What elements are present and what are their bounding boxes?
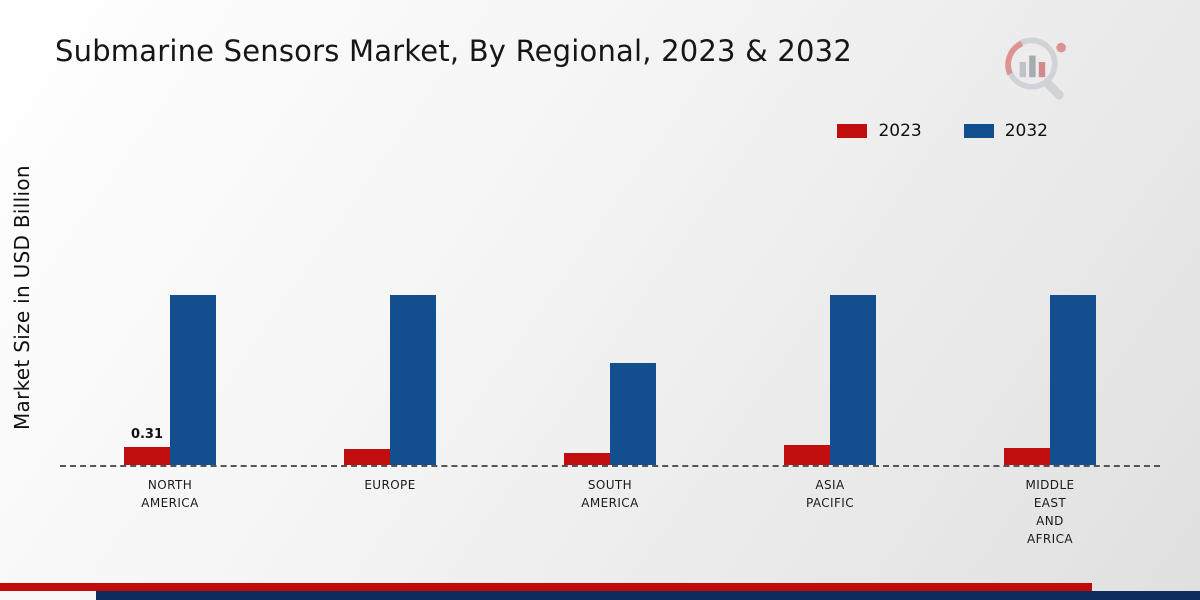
legend-item-2032: 2032 xyxy=(963,121,1048,141)
bar-2023-north-america xyxy=(124,447,170,465)
legend-swatch-2023-icon xyxy=(837,124,868,138)
bar-2032-south-america xyxy=(610,363,656,465)
bar-2032-europe xyxy=(390,295,436,465)
bar-group-north-america: 0.31 xyxy=(60,267,280,465)
x-axis-label-line: EUROPE xyxy=(364,478,416,492)
bar-wrap-2032 xyxy=(610,363,656,465)
bar-wrap-2023 xyxy=(784,445,830,465)
bar-2023-asia-pacific xyxy=(784,445,830,465)
bar-wrap-2032 xyxy=(170,295,216,465)
x-axis-label-line: SOUTH xyxy=(587,478,633,492)
x-axis-label-line: NORTH xyxy=(147,478,193,492)
bar-pair xyxy=(564,363,656,465)
x-axis-label-line: AND xyxy=(1036,514,1064,528)
bar-group-asia-pacific xyxy=(720,267,940,465)
bar-pair xyxy=(784,295,876,465)
bar-wrap-2032 xyxy=(1050,295,1096,465)
footer-navy-stripe xyxy=(96,591,1200,600)
legend-label-2023: 2023 xyxy=(878,121,922,141)
bar-wrap-2023 xyxy=(1004,448,1050,465)
data-label: 0.31 xyxy=(130,427,164,443)
bar-2032-north-america xyxy=(170,295,216,465)
bar-wrap-2032 xyxy=(390,295,436,465)
x-axis-label-europe: EUROPE xyxy=(280,476,500,548)
bar-wrap-2032 xyxy=(830,295,876,465)
x-axis-label-line: EAST xyxy=(1033,496,1067,510)
x-axis-label-asia-pacific: ASIA PACIFIC xyxy=(720,476,940,548)
legend: 2023 2032 xyxy=(837,121,1048,141)
bar-wrap-2023: 0.31 xyxy=(124,427,170,465)
x-axis-labels: NORTH AMERICA EUROPE SOUTH AMERICA ASIA PACIFI… xyxy=(60,476,1160,548)
footer-red-stripe xyxy=(0,583,1092,591)
bar-2032-middle-east-and-africa xyxy=(1050,295,1096,465)
x-axis-label-north-america: NORTH AMERICA xyxy=(60,476,280,548)
chart-title: Submarine Sensors Market, By Regional, 2… xyxy=(55,34,852,68)
bar-group-south-america xyxy=(500,267,720,465)
x-axis-label-line: AFRICA xyxy=(1027,532,1073,546)
x-axis-label-line: PACIFIC xyxy=(805,496,854,510)
bar-2023-europe xyxy=(344,449,390,465)
bar-group-middle-east-and-africa xyxy=(940,267,1160,465)
magnifier-bar-chart-icon xyxy=(1005,37,1066,100)
x-axis-label-south-america: SOUTH AMERICA xyxy=(500,476,720,548)
legend-label-2032: 2032 xyxy=(1004,121,1048,141)
x-axis-label-line: ASIA xyxy=(815,478,845,492)
bar-pair xyxy=(344,295,436,465)
bar-pair xyxy=(1004,295,1096,465)
bar-2032-asia-pacific xyxy=(830,295,876,465)
legend-swatch-2032-icon xyxy=(963,124,994,138)
plot-area: 0.31 xyxy=(60,267,1160,467)
bar-2023-middle-east-and-africa xyxy=(1004,448,1050,465)
legend-item-2023: 2023 xyxy=(837,121,922,141)
x-axis-label-middle-east-and-africa: MIDDLE EAST AND AFRICA xyxy=(940,476,1160,548)
x-axis-label-line: MIDDLE xyxy=(1025,478,1075,492)
bar-pair: 0.31 xyxy=(124,295,216,465)
x-axis-label-line: AMERICA xyxy=(581,496,639,510)
bar-group-europe xyxy=(280,267,500,465)
bar-wrap-2023 xyxy=(564,452,610,465)
market-research-future-logo xyxy=(994,30,1082,110)
x-axis-label-line: AMERICA xyxy=(141,496,199,510)
y-axis-title: Market Size in USD Billion xyxy=(10,165,34,431)
bar-wrap-2023 xyxy=(344,449,390,465)
bar-2023-south-america xyxy=(564,452,610,465)
